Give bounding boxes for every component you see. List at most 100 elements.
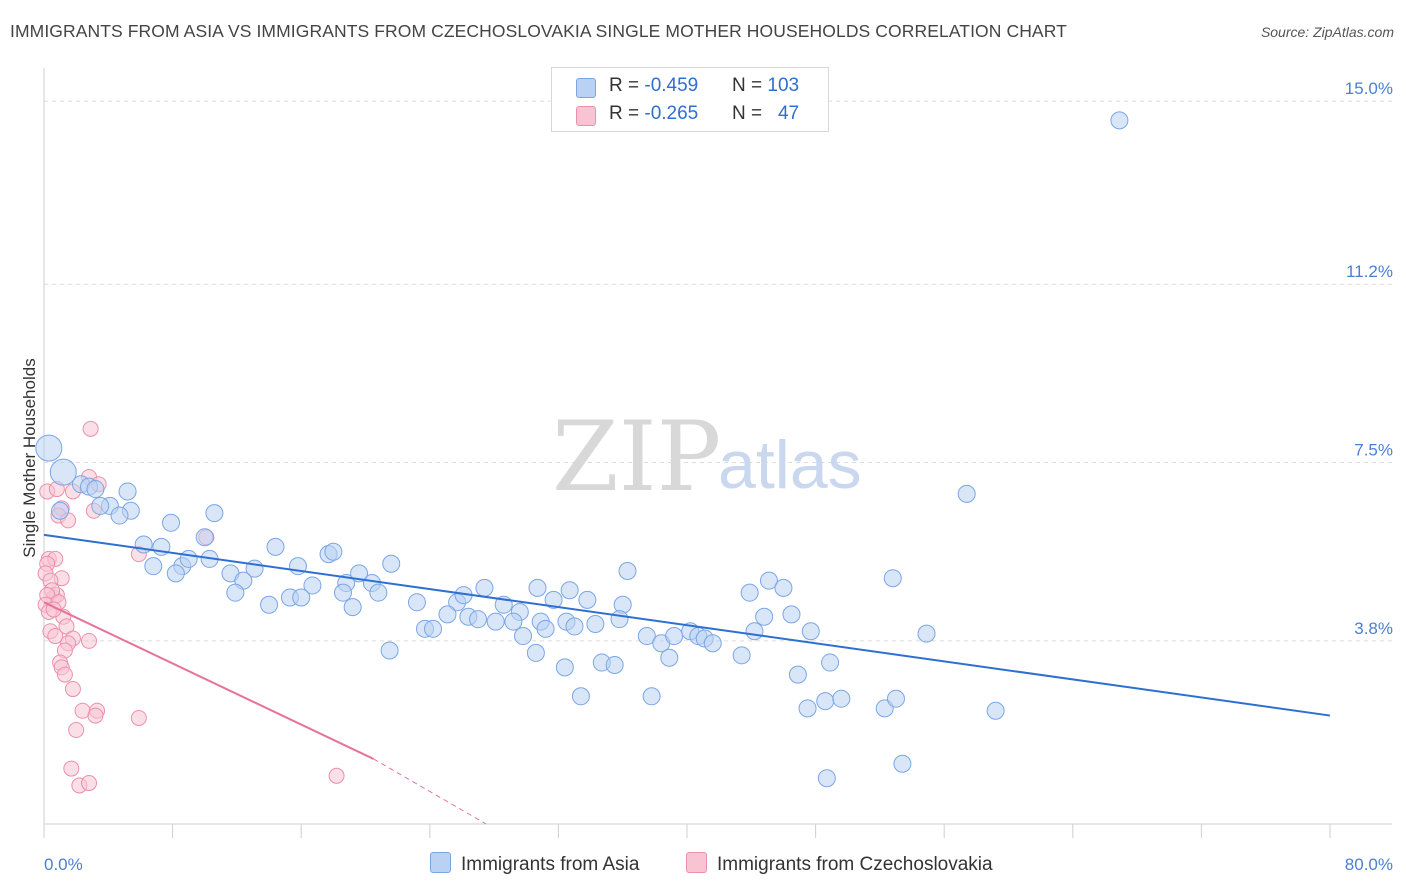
asia-point <box>86 480 105 499</box>
x-tick-label-max: 80.0% <box>1345 855 1393 874</box>
czech-point <box>63 760 80 777</box>
asia-point <box>35 434 63 462</box>
asia-point <box>755 607 774 626</box>
legend-swatch-asia <box>576 78 596 98</box>
bottom-legend-swatch-asia <box>430 852 451 873</box>
asia-point <box>528 578 547 597</box>
asia-point <box>571 687 590 706</box>
asia-point <box>986 701 1005 720</box>
asia-point <box>407 593 426 612</box>
asia-point <box>759 571 778 590</box>
czech-trend-extension <box>373 758 487 825</box>
asia-point <box>740 583 759 602</box>
asia-point <box>438 605 457 624</box>
watermark-atlas: atlas <box>718 427 862 503</box>
czech-point <box>82 420 99 437</box>
source-label: Source: ZipAtlas.com <box>1260 24 1394 40</box>
asia-point <box>893 754 912 773</box>
asia-point <box>565 617 584 636</box>
asia-point <box>883 569 902 588</box>
asia-point <box>774 578 793 597</box>
asia-point <box>665 627 684 646</box>
x-tick-labels: 0.0% 80.0% <box>44 855 1393 874</box>
asia-point <box>486 612 505 631</box>
asia-point <box>380 641 399 660</box>
asia-point <box>91 496 110 515</box>
asia-point <box>544 590 563 609</box>
asia-point <box>1110 111 1129 130</box>
asia-point <box>832 689 851 708</box>
asia-point <box>555 658 574 677</box>
asia-point <box>821 653 840 672</box>
asia-point <box>226 583 245 602</box>
czech-point <box>56 666 73 683</box>
y-tick-labels: 3.8% 7.5% 11.2% 15.0% <box>1345 79 1393 638</box>
bottom-legend-label-asia: Immigrants from Asia <box>461 854 640 875</box>
asia-point <box>343 598 362 617</box>
asia-point <box>560 581 579 600</box>
asia-point <box>260 595 279 614</box>
legend-n-asia: N = 103 <box>732 75 800 96</box>
asia-point <box>536 619 555 638</box>
asia-point <box>886 689 905 708</box>
legend-row-asia: R = -0.459 N = 103 <box>552 73 828 101</box>
asia-point <box>382 554 401 573</box>
watermark-zip: ZIP <box>552 401 721 513</box>
asia-point <box>324 542 343 561</box>
asia-point <box>266 537 285 556</box>
asia-point <box>526 643 545 662</box>
asia-point <box>514 627 533 646</box>
y-tick-label: 15.0% <box>1345 79 1393 98</box>
asia-point <box>586 614 605 633</box>
x-tick-label-min: 0.0% <box>44 855 83 874</box>
asia-point <box>195 528 214 547</box>
chart-title: IMMIGRANTS FROM ASIA VS IMMIGRANTS FROM … <box>10 21 1067 41</box>
legend-swatch-czech <box>576 106 596 126</box>
asia-point <box>166 564 185 583</box>
asia-point <box>205 504 224 523</box>
asia-point <box>578 590 597 609</box>
asia-point <box>732 646 751 665</box>
czech-point <box>81 775 98 792</box>
y-axis-label: Single Mother Households <box>20 358 39 557</box>
asia-point <box>110 506 129 525</box>
asia-point <box>816 692 835 711</box>
asia-trend-line <box>43 533 1331 717</box>
czech-trend-line <box>43 601 374 760</box>
asia-point <box>49 458 77 486</box>
asia-point <box>504 612 523 631</box>
asia-point <box>642 687 661 706</box>
asia-point <box>161 513 180 532</box>
asia-point <box>369 583 388 602</box>
correlation-legend: R = -0.459 N = 103 R = -0.265 N = 47 <box>551 67 829 132</box>
y-tick-label: 11.2% <box>1346 262 1393 281</box>
legend-r-asia: R = -0.459 <box>609 75 699 96</box>
asia-point <box>660 648 679 667</box>
bottom-legend-swatch-czech <box>686 852 707 873</box>
czech-point <box>64 681 81 698</box>
czech-point <box>47 628 64 645</box>
asia-point <box>475 578 494 597</box>
y-tick-label: 7.5% <box>1354 441 1393 460</box>
asia-point <box>610 610 629 629</box>
asia-point <box>917 624 936 643</box>
legend-r-czech: R = -0.265 <box>609 103 699 124</box>
asia-point <box>618 561 637 580</box>
series-czech-points <box>37 420 345 794</box>
asia-point <box>144 557 163 576</box>
asia-point <box>605 655 624 674</box>
asia-point <box>424 619 443 638</box>
watermark: ZIP atlas <box>552 401 862 513</box>
asia-point <box>817 769 836 788</box>
asia-point <box>118 482 137 501</box>
asia-point <box>637 627 656 646</box>
asia-point <box>801 622 820 641</box>
gridlines <box>44 100 1392 642</box>
czech-point <box>130 709 147 726</box>
asia-point <box>51 501 70 520</box>
czech-point <box>68 722 85 739</box>
y-tick-label: 3.8% <box>1354 619 1393 638</box>
asia-point <box>745 622 764 641</box>
asia-point <box>333 583 352 602</box>
